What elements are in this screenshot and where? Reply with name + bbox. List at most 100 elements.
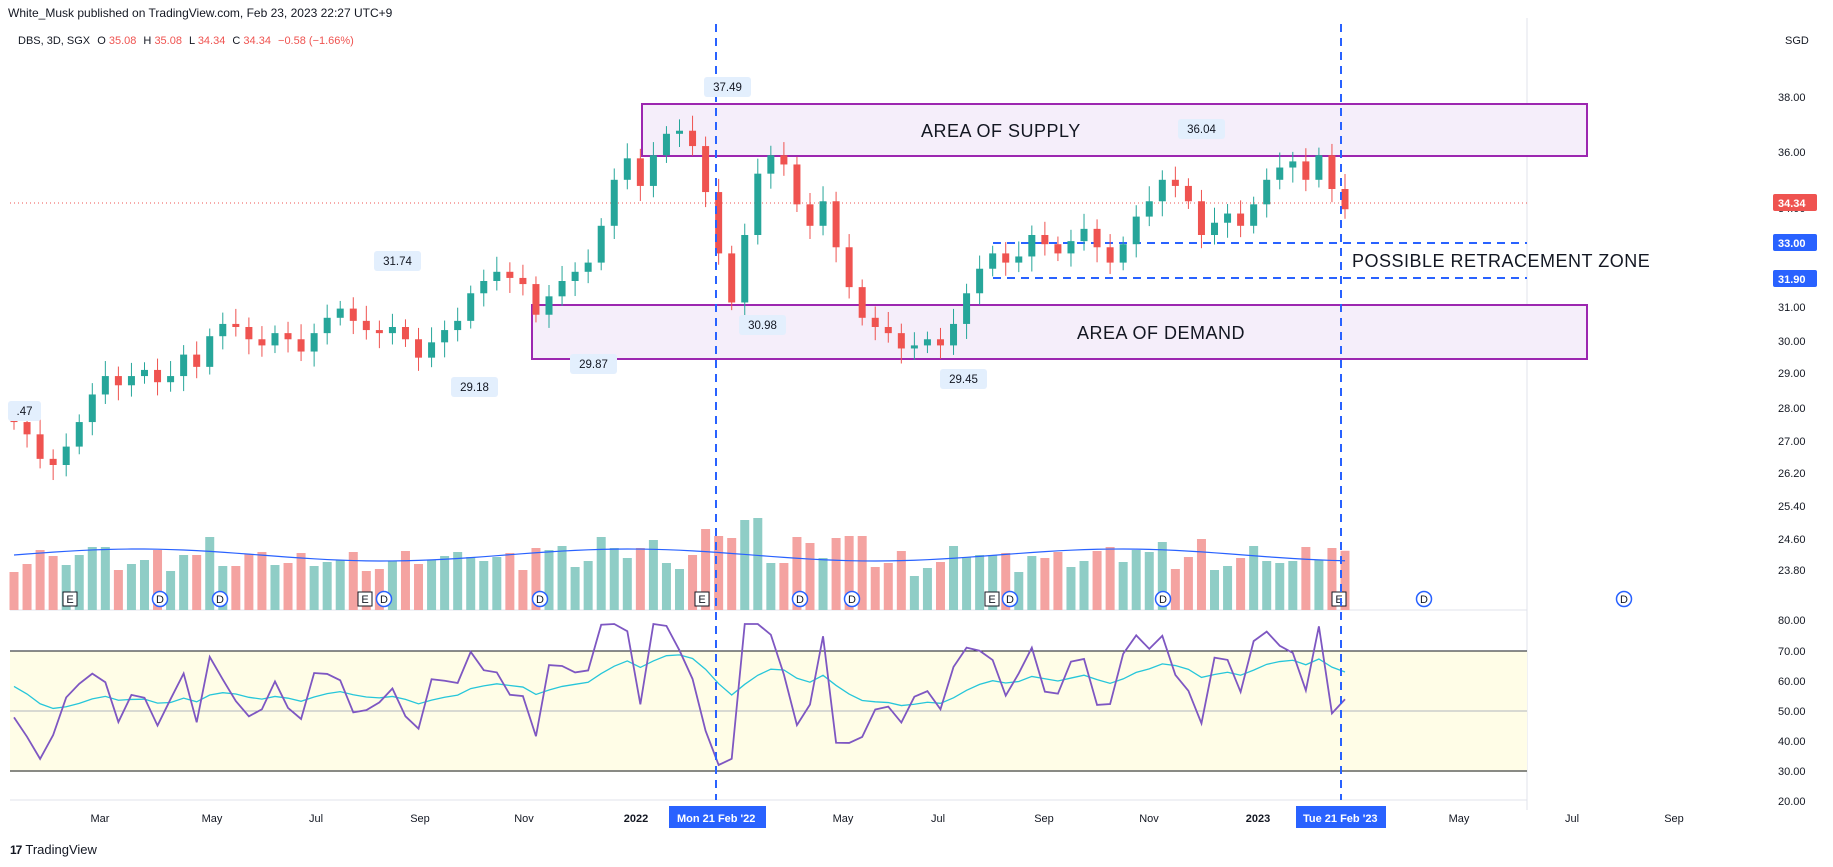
candle-body <box>1158 179 1166 202</box>
candle-body <box>1080 228 1088 242</box>
volume-bar <box>805 543 815 610</box>
volume-bar <box>74 555 84 610</box>
price-bubble <box>704 77 751 97</box>
candle-body <box>754 173 762 235</box>
dividend-marker <box>531 590 549 608</box>
volume-bar <box>1196 539 1206 610</box>
volume-bar <box>518 570 528 610</box>
volume-bar <box>35 550 45 610</box>
volume-bar <box>857 536 867 610</box>
candle-body <box>1328 155 1336 189</box>
volume-bar <box>414 564 424 610</box>
volume-bar <box>1079 561 1089 610</box>
candle-body <box>1054 244 1062 254</box>
volume-bar <box>622 558 632 610</box>
dividend-marker <box>211 590 229 608</box>
volume-bar <box>244 554 254 610</box>
candle-body <box>597 225 605 263</box>
volume-ma <box>13 548 1346 562</box>
price-axis-tick: 25.40 <box>1778 501 1806 513</box>
volume-bar <box>870 567 880 610</box>
candle-body <box>258 339 266 346</box>
candle-body <box>519 277 527 285</box>
volume-bar <box>1262 561 1272 610</box>
volume-bar <box>296 553 306 610</box>
candle-body <box>936 339 944 346</box>
price-axis[interactable]: 38.0036.0034.0033.0032.0031.0030.0029.00… <box>1778 92 1806 577</box>
volume-bar <box>374 569 384 610</box>
candle-body <box>923 339 931 346</box>
level-tag-1-value: 33.00 <box>1778 238 1806 250</box>
earnings-marker <box>357 591 373 607</box>
demand-zone[interactable]: AREA OF DEMAND <box>531 304 1588 360</box>
volume-bar <box>661 563 671 610</box>
rsi-axis-tick: 40.00 <box>1778 736 1806 748</box>
volume-bar <box>205 537 215 610</box>
candle-body <box>1041 235 1049 245</box>
legend: DBS, 3D, SGX O 35.08 H 35.08 L 34.34 C 3… <box>18 35 354 47</box>
earnings-marker <box>62 591 78 607</box>
time-axis-tick: Jul <box>931 813 945 825</box>
event-marker-label: D <box>156 594 164 606</box>
legend-open-label: O <box>97 35 106 47</box>
volume-bar <box>9 572 19 610</box>
dividend-marker <box>151 590 169 608</box>
candle-body <box>101 376 109 395</box>
rsi-axis-tick: 30.00 <box>1778 766 1806 778</box>
candle-body <box>910 345 918 349</box>
earnings-marker <box>694 591 710 607</box>
rsi-axis-tick: 70.00 <box>1778 646 1806 658</box>
candle-body <box>140 369 148 377</box>
price-bubble-label: 31.74 <box>383 256 412 268</box>
candle-body <box>963 293 971 324</box>
current-price-value: 34.34 <box>1778 198 1806 210</box>
supply-zone[interactable]: AREA OF SUPPLY <box>641 103 1588 157</box>
date-tag-2-text: Tue 21 Feb '23 <box>1303 813 1378 825</box>
candle-body <box>989 253 997 269</box>
time-axis-tick: Sep <box>410 813 430 825</box>
tradingview-logo[interactable]: 17 TradingView <box>10 842 97 857</box>
volume-bar <box>153 550 163 610</box>
candle-body <box>1263 179 1271 205</box>
dividend-marker <box>375 590 393 608</box>
candle-body <box>415 339 423 358</box>
candle-body <box>662 133 670 156</box>
candle-body <box>950 323 958 346</box>
time-axis-tick: 2023 <box>1246 813 1270 825</box>
price-bubble <box>451 377 498 397</box>
event-marker-label: E <box>66 594 73 606</box>
price-bubble-label: 29.18 <box>460 382 489 394</box>
level-tag-2: 31.90 <box>1773 270 1817 287</box>
event-marker-label: D <box>380 594 388 606</box>
price-axis-tick: 36.00 <box>1778 147 1806 159</box>
candle-body <box>388 327 396 334</box>
volume-bar <box>257 552 267 610</box>
volume-bar <box>701 529 711 610</box>
earnings-marker <box>984 591 1000 607</box>
candle-body <box>206 336 214 367</box>
candle-body <box>245 327 253 340</box>
time-axis[interactable]: Mar May Jul Sep Nov 2022 May Jul Sep Nov 2023 May Ju… <box>91 813 1684 825</box>
price-bubble-label: 36.04 <box>1187 124 1216 136</box>
volume-bar <box>400 551 410 610</box>
retracement-zone[interactable]: POSSIBLE RETRACEMENT ZONE <box>993 242 1650 279</box>
rsi-axis[interactable]: 80.00 70.00 60.00 50.00 40.00 30.00 20.00 <box>1778 615 1806 808</box>
price-bubble-label: 37.49 <box>713 82 742 94</box>
volume-bar <box>766 563 776 610</box>
volume-bar <box>779 563 789 610</box>
legend-change: −0.58 (−1.66%) <box>278 35 354 47</box>
volume-bar <box>309 566 319 610</box>
candle-body <box>428 342 436 358</box>
time-axis-tick: Mar <box>91 813 110 825</box>
candle-body <box>715 192 723 254</box>
tradingview-logo-icon: 17 <box>10 842 22 857</box>
rsi-axis-tick: 80.00 <box>1778 615 1806 627</box>
time-axis-tick: Nov <box>1139 813 1159 825</box>
volume-bar <box>1288 561 1298 610</box>
legend-high: 35.08 <box>154 35 182 47</box>
price-axis-tick: 23.80 <box>1778 565 1806 577</box>
legend-open: 35.08 <box>109 35 137 47</box>
rsi-lines <box>13 622 1346 767</box>
event-marker-label: D <box>1620 594 1628 606</box>
